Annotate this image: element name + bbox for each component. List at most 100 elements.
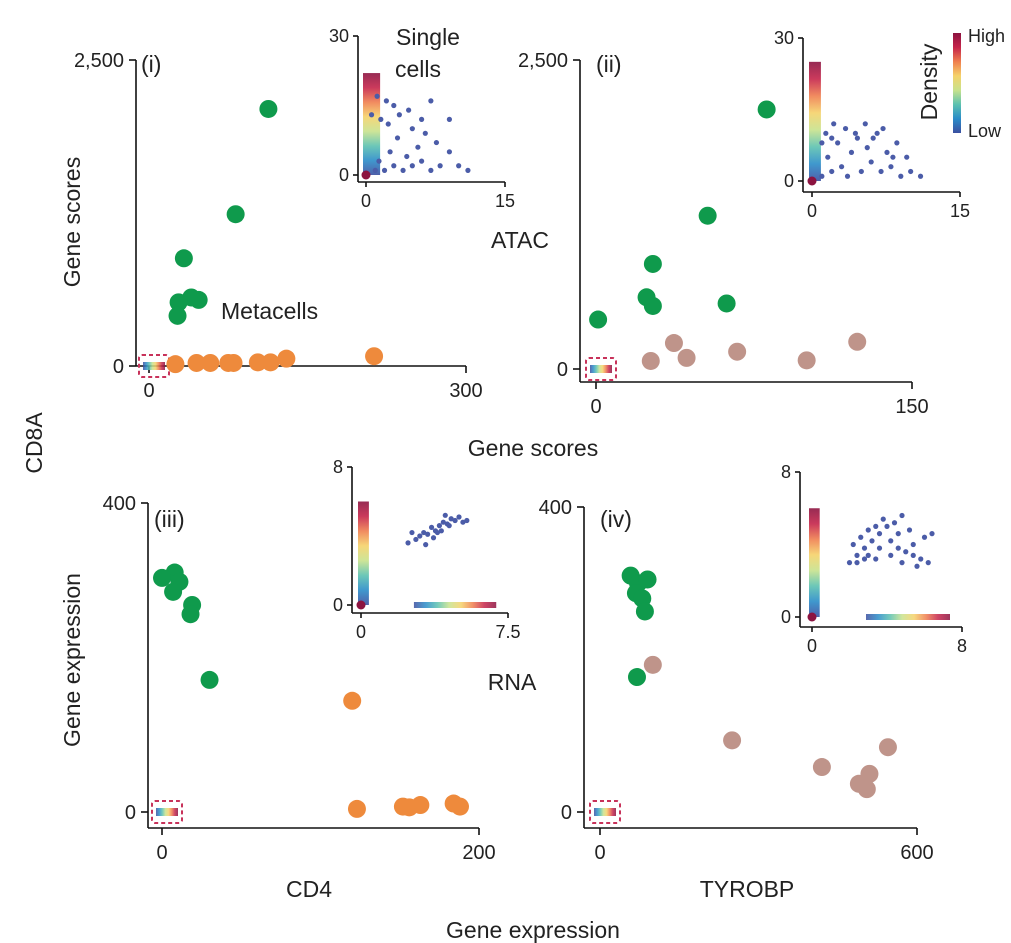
- metacell-point: [181, 605, 200, 624]
- density-hotspot: [361, 170, 371, 180]
- metacell-point: [717, 294, 736, 313]
- single-cell-point: [899, 560, 905, 566]
- metacell-point: [635, 602, 654, 621]
- metacell-point: [411, 796, 430, 815]
- metacell-point: [166, 355, 185, 374]
- single-cell-point: [415, 144, 421, 150]
- metacell-point: [589, 310, 608, 329]
- single-cell-point: [846, 560, 853, 566]
- single-cell-point: [878, 168, 884, 175]
- single-cell-point: [396, 112, 402, 118]
- single-cell-point: [908, 168, 914, 175]
- single-cell-point: [861, 556, 868, 562]
- metacell-point: [153, 568, 171, 587]
- metacell-point: [168, 306, 187, 325]
- single-cell-point: [848, 149, 855, 155]
- ylabel-gene-expression: Gene expression: [59, 573, 85, 747]
- single-cell-point: [876, 531, 883, 537]
- single-cell-point: [917, 173, 924, 179]
- single-cell-point: [829, 168, 835, 175]
- single-cell-point: [381, 167, 388, 173]
- single-cell-point: [891, 520, 898, 526]
- origin-cluster: [590, 365, 612, 373]
- single-cell-point: [852, 130, 859, 136]
- single-cell-point: [842, 125, 849, 132]
- single-cell-point: [452, 517, 458, 524]
- single-cell-point: [425, 531, 431, 537]
- metacell-point: [878, 738, 897, 757]
- single-cell-point: [438, 528, 444, 534]
- single-cell-point: [839, 164, 845, 170]
- origin-cluster: [156, 808, 178, 816]
- annotation-single-cells-2: cells: [395, 56, 441, 82]
- single-cell-point: [888, 552, 894, 558]
- single-cell-point: [419, 116, 425, 122]
- metacell-point: [365, 347, 384, 366]
- metacell-point: [259, 99, 278, 118]
- single-cell-point: [422, 130, 428, 136]
- single-cell-point: [456, 514, 462, 520]
- x-tick-label: 0: [594, 842, 605, 864]
- metacell-point: [174, 249, 193, 268]
- metacell-point: [677, 348, 696, 367]
- shared-ylabel: CD8A: [21, 412, 47, 474]
- inset-y-tick-label: 30: [329, 26, 349, 46]
- single-cell-point: [378, 116, 384, 122]
- single-cell-point: [914, 563, 920, 569]
- single-cell-point: [400, 167, 406, 173]
- single-cell-point: [861, 545, 868, 551]
- single-cell-point: [446, 523, 452, 529]
- panel-label: (ii): [596, 51, 622, 77]
- single-cell-point: [865, 552, 871, 558]
- metacell-point: [643, 296, 662, 315]
- single-cell-point: [884, 523, 890, 529]
- metacell-point: [860, 764, 879, 783]
- single-cell-point: [918, 556, 924, 562]
- single-cell-point: [884, 149, 890, 155]
- density-hotspot: [807, 612, 817, 622]
- density-hotspot: [356, 600, 366, 610]
- metacell-point: [343, 691, 362, 710]
- metacell-point: [797, 351, 816, 370]
- density-strip: [809, 508, 820, 617]
- single-cell-point: [888, 538, 894, 544]
- single-cell-point: [873, 523, 879, 529]
- single-cell-point: [890, 154, 896, 160]
- metacell-point: [224, 353, 243, 372]
- single-cell-highlight-box: [151, 800, 183, 824]
- y-tick-label: 2,500: [518, 50, 568, 72]
- single-cell-point: [888, 164, 894, 170]
- inset-x-tick-label: 0: [807, 201, 817, 221]
- single-cell-point: [376, 158, 382, 164]
- single-cell-point: [383, 98, 389, 104]
- metacell-point: [627, 668, 646, 687]
- single-cell-point: [844, 173, 851, 179]
- single-cell-point: [428, 524, 435, 530]
- inset-ii: 0 30 0 15: [774, 28, 970, 221]
- single-cell-point: [446, 149, 452, 155]
- single-cell-point: [409, 126, 415, 132]
- metacell-point: [643, 655, 662, 674]
- single-cell-point: [899, 512, 905, 519]
- single-cell-point: [434, 529, 441, 536]
- metacell-point: [728, 342, 747, 361]
- section-label-atac: ATAC: [491, 227, 549, 253]
- metacell-point: [226, 205, 245, 224]
- density-strip: [809, 61, 821, 182]
- single-cell-point: [880, 125, 886, 132]
- single-cell-point: [869, 538, 875, 544]
- metacell-point: [857, 780, 876, 799]
- colorbar-high-label: High: [968, 26, 1005, 46]
- colorbar: [953, 33, 961, 133]
- single-cell-point: [854, 560, 860, 566]
- single-cell-point: [829, 135, 835, 141]
- single-cell-point: [873, 556, 879, 562]
- panel-iv: 0 400 0 600 (iv) 0 8 0 8: [539, 462, 967, 864]
- single-cell-point: [921, 534, 928, 540]
- inset-y-tick-label: 0: [333, 595, 343, 615]
- x-tick-label: 300: [449, 380, 482, 402]
- inset-i: 0 30 0 15: [329, 26, 515, 211]
- single-cell-point: [876, 545, 883, 551]
- single-cell-highlight-box: [589, 800, 621, 824]
